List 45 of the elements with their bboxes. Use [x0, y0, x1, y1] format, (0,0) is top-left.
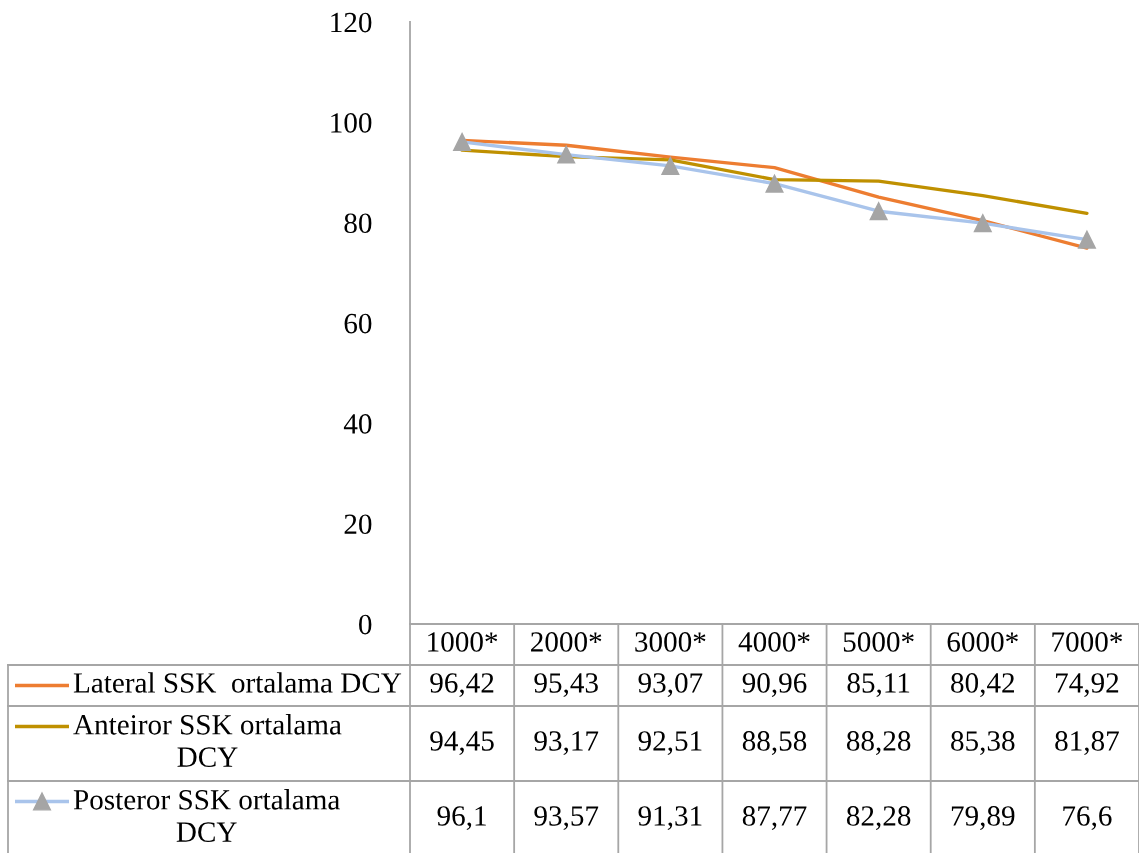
data-label: 79,89 — [951, 806, 1015, 830]
data-label: 74,92 — [1056, 673, 1119, 697]
data-label: 93,17 — [534, 731, 599, 755]
point — [765, 174, 784, 193]
y-tick-label: 0 — [359, 614, 372, 635]
data-label: 87,77 — [742, 806, 807, 830]
data-label: 96,1 — [437, 806, 486, 830]
y-tick-label: 60 — [344, 313, 372, 334]
x-tick-label: 3000* — [635, 632, 706, 652]
data-label: 81,87 — [1055, 731, 1119, 755]
legend-label: Posteror SSK ortalama DCY — [73, 789, 340, 842]
y-tick-label: 80 — [344, 213, 372, 234]
data-label: 93,07 — [638, 673, 703, 697]
data-label: 94,45 — [430, 731, 494, 755]
data-label: 88,58 — [742, 731, 807, 755]
data-label: 96,42 — [430, 673, 494, 697]
x-tick-label: 5000* — [843, 632, 914, 652]
y-tick-label: 40 — [343, 414, 372, 434]
data-label: 85,11 — [847, 673, 910, 697]
x-tick-label: 1000* — [428, 632, 498, 652]
data-label: 91,31 — [638, 806, 702, 830]
data-label: 95,43 — [534, 673, 598, 697]
x-tick-label: 4000* — [738, 632, 810, 652]
y-tick-label: 120 — [331, 12, 372, 33]
point — [973, 214, 992, 233]
data-label: 92,51 — [638, 731, 702, 755]
x-tick-label: 7000* — [1052, 632, 1122, 652]
point — [661, 156, 680, 175]
data-label: 80,42 — [951, 673, 1014, 697]
x-tick-label: 2000* — [531, 632, 602, 652]
point — [1077, 230, 1096, 249]
data-label: 90,96 — [742, 673, 807, 697]
x-tick-label: 6000* — [947, 632, 1018, 652]
point — [557, 145, 576, 164]
data-label: 88,28 — [846, 731, 911, 755]
data-label: 82,28 — [846, 806, 911, 830]
data-label: 93,57 — [534, 806, 599, 830]
y-tick-label: 100 — [331, 113, 372, 133]
legend-label: Lateral SSK ortalama DCY — [73, 672, 402, 693]
point — [453, 132, 472, 151]
y-tick-label: 20 — [344, 514, 372, 535]
data-label: 76,6 — [1063, 806, 1112, 830]
data-label: 85,38 — [951, 731, 1015, 755]
legend-label: Anteiror SSK ortalama DCY — [73, 714, 342, 767]
point — [869, 202, 888, 221]
